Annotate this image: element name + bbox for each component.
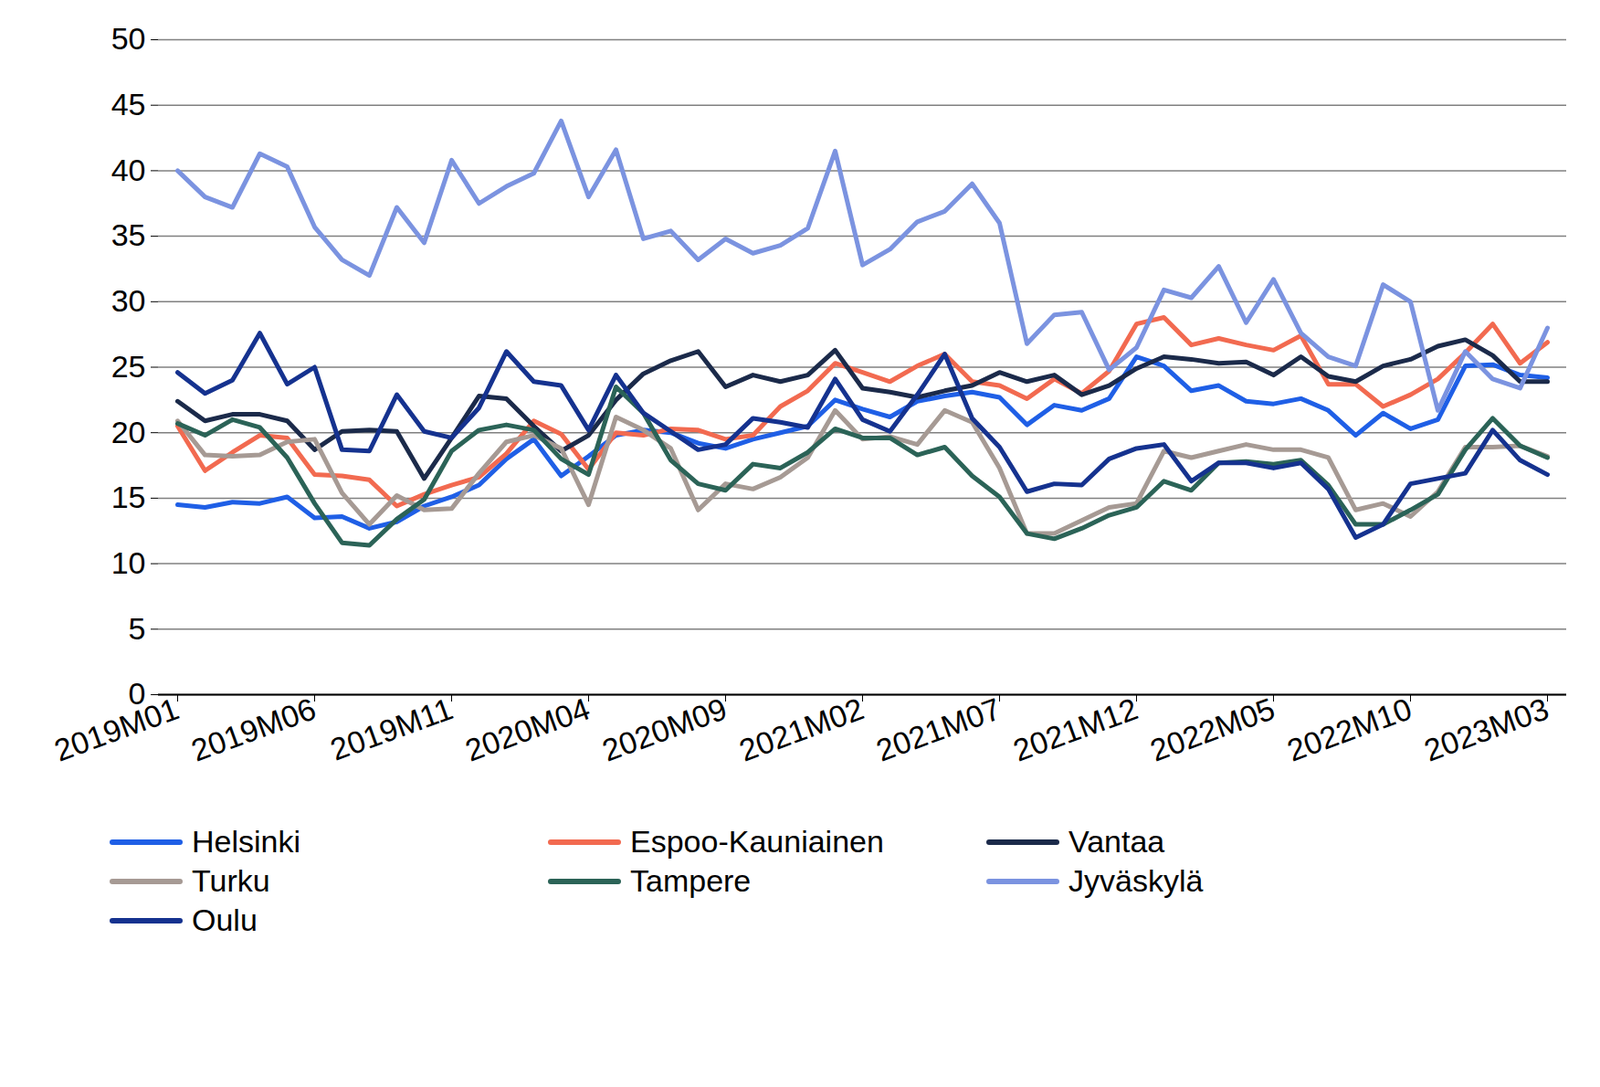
html-text:Turku: Turku — [191, 863, 271, 898]
svg-text:2019M11: 2019M11 — [326, 690, 458, 767]
svg-text:2023M03: 2023M03 — [1419, 690, 1553, 768]
svg-text:2021M02: 2021M02 — [734, 690, 868, 768]
svg-text:2020M09: 2020M09 — [597, 690, 731, 768]
html-text:Helsinki: Helsinki — [191, 823, 301, 859]
html-text:Tampere: Tampere — [630, 863, 751, 898]
svg-text:5: 5 — [128, 610, 147, 646]
svg-text:45: 45 — [111, 86, 147, 122]
svg-text:20: 20 — [111, 414, 147, 450]
html-text:Espoo-Kauniainen: Espoo-Kauniainen — [630, 823, 884, 859]
html-text:Vantaa: Vantaa — [1068, 823, 1165, 859]
svg-text:2022M05: 2022M05 — [1145, 690, 1279, 768]
html-text:Jyväskylä: Jyväskylä — [1068, 863, 1204, 898]
svg-text:15: 15 — [111, 479, 147, 515]
svg-text:50: 50 — [111, 21, 147, 56]
html-text:Oulu: Oulu — [191, 902, 258, 937]
svg-text:2020M04: 2020M04 — [460, 690, 594, 768]
svg-text:10: 10 — [111, 545, 147, 580]
svg-text:2019M06: 2019M06 — [186, 690, 320, 768]
svg-text:40: 40 — [111, 152, 147, 188]
svg-text:35: 35 — [111, 217, 147, 253]
svg-text:2019M01: 2019M01 — [49, 690, 183, 768]
svg-text:25: 25 — [111, 348, 147, 384]
svg-text:30: 30 — [111, 283, 147, 318]
svg-text:2022M10: 2022M10 — [1282, 690, 1416, 768]
svg-text:2021M07: 2021M07 — [871, 690, 1005, 768]
svg-text:2021M12: 2021M12 — [1008, 690, 1142, 768]
